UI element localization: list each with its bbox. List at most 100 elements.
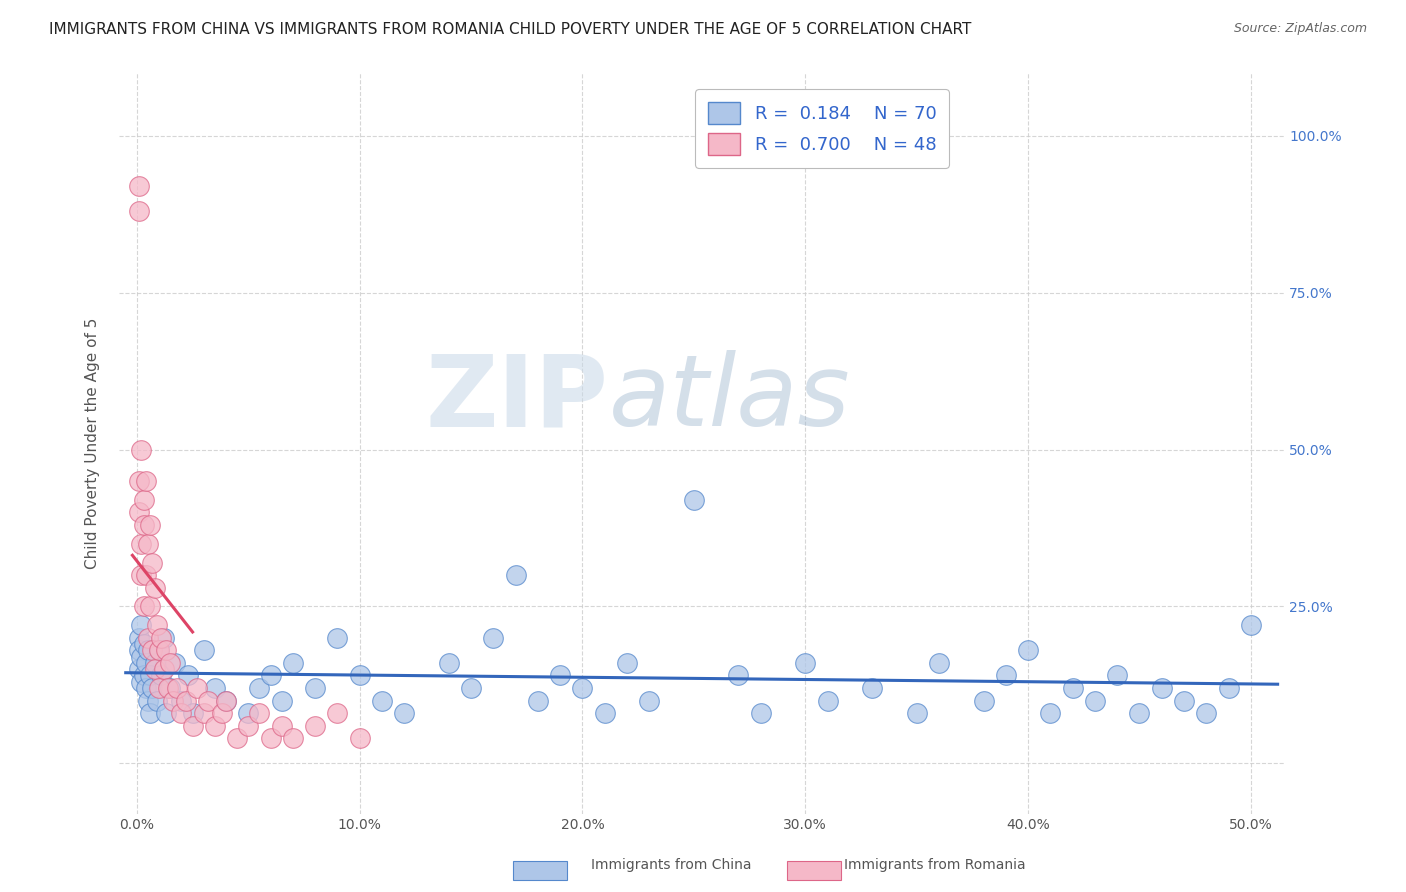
Point [166,681,188,695]
Point [131,537,153,551]
Point [371,693,394,707]
Point [204,719,226,733]
Point [304,719,326,733]
Point [304,681,326,695]
Point [146,693,169,707]
Point [215,693,238,707]
Point [132,517,155,532]
Point [148,643,170,657]
Point [131,649,153,664]
Point [170,706,193,720]
Point [174,693,197,707]
Point [132,637,155,651]
Point [159,656,181,670]
Point [527,693,550,707]
Point [749,706,772,720]
Point [249,681,271,695]
Point [141,643,163,657]
Point [638,693,661,707]
Point [204,681,226,695]
Y-axis label: Child Poverty Under the Age of 5: Child Poverty Under the Age of 5 [86,318,100,569]
Point [571,681,593,695]
Point [593,706,616,720]
Point [226,731,249,746]
Point [817,693,839,707]
Point [860,681,883,695]
Point [181,706,204,720]
Point [197,693,219,707]
Point [270,719,292,733]
Point [548,668,571,682]
Point [928,656,950,670]
Point [143,581,166,595]
Point [794,656,817,670]
Text: Immigrants from China: Immigrants from China [591,858,751,872]
Point [1128,706,1150,720]
Point [135,681,157,695]
Point [128,662,150,676]
Point [128,643,150,657]
Point [259,731,281,746]
Point [143,662,166,676]
Point [135,656,157,670]
Point [131,618,153,632]
Point [270,693,292,707]
Point [1084,693,1107,707]
Point [159,681,181,695]
Point [1062,681,1084,695]
Point [136,537,159,551]
Point [162,693,184,707]
Point [136,631,159,645]
Point [150,631,173,645]
Point [128,631,150,645]
Point [132,492,155,507]
Point [136,693,159,707]
Text: ZIP: ZIP [426,351,609,447]
Point [1107,668,1129,682]
Point [128,204,150,219]
Point [905,706,928,720]
Point [238,719,260,733]
Point [136,643,159,657]
Point [131,442,153,457]
Point [152,662,174,676]
Legend: R =  0.184    N = 70, R =  0.700    N = 48: R = 0.184 N = 70, R = 0.700 N = 48 [695,89,949,168]
Point [249,706,271,720]
Point [135,568,157,582]
Point [349,731,371,746]
Point [1017,643,1039,657]
Point [215,693,238,707]
Point [150,668,173,682]
Text: Source: ZipAtlas.com: Source: ZipAtlas.com [1233,22,1367,36]
Point [1195,706,1218,720]
Point [177,668,200,682]
Point [139,706,162,720]
Point [281,656,304,670]
Point [135,474,157,488]
Point [238,706,260,720]
Point [141,681,163,695]
Point [994,668,1017,682]
Point [152,631,174,645]
Point [139,599,162,614]
Point [131,674,153,689]
Point [193,706,215,720]
Point [505,568,527,582]
Point [259,668,281,682]
Point [973,693,995,707]
Point [186,681,208,695]
Point [394,706,416,720]
Point [1150,681,1173,695]
Point [211,706,233,720]
Point [1039,706,1062,720]
Point [460,681,482,695]
Point [616,656,638,670]
Point [128,505,150,519]
Point [170,693,193,707]
Point [155,643,177,657]
Point [193,643,215,657]
Point [683,492,706,507]
Point [143,656,166,670]
Point [326,631,349,645]
Point [146,618,169,632]
